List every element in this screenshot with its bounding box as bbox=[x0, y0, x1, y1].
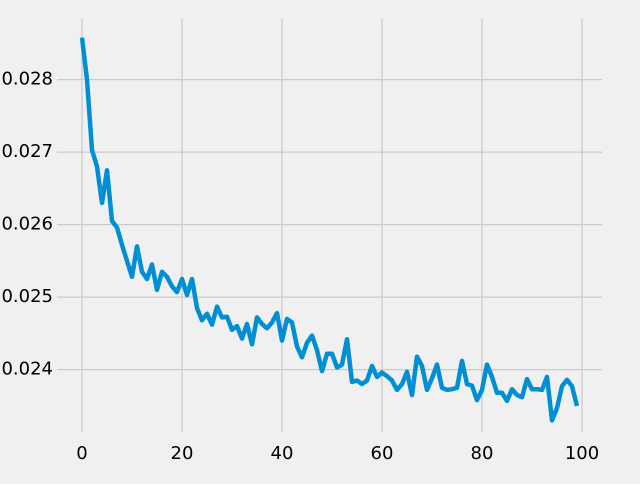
x-tick-label: 40 bbox=[271, 443, 294, 464]
x-tick-label: 100 bbox=[565, 443, 599, 464]
y-tick-label: 0.027 bbox=[1, 141, 53, 162]
x-tick-label: 80 bbox=[471, 443, 494, 464]
y-axis-ticks: 0.024 0.025 0.026 0.027 0.028 bbox=[1, 69, 53, 380]
y-tick-label: 0.028 bbox=[1, 69, 53, 90]
grid bbox=[57, 18, 602, 432]
y-tick-label: 0.025 bbox=[1, 286, 53, 307]
y-tick-label: 0.026 bbox=[1, 214, 53, 235]
y-tick-label: 0.024 bbox=[1, 359, 53, 380]
x-axis-ticks: 0 20 40 60 80 100 bbox=[76, 443, 599, 464]
x-tick-label: 60 bbox=[371, 443, 394, 464]
x-tick-label: 20 bbox=[171, 443, 194, 464]
series-line bbox=[79, 37, 580, 423]
x-tick-label: 0 bbox=[76, 443, 87, 464]
series-layer bbox=[79, 37, 580, 423]
